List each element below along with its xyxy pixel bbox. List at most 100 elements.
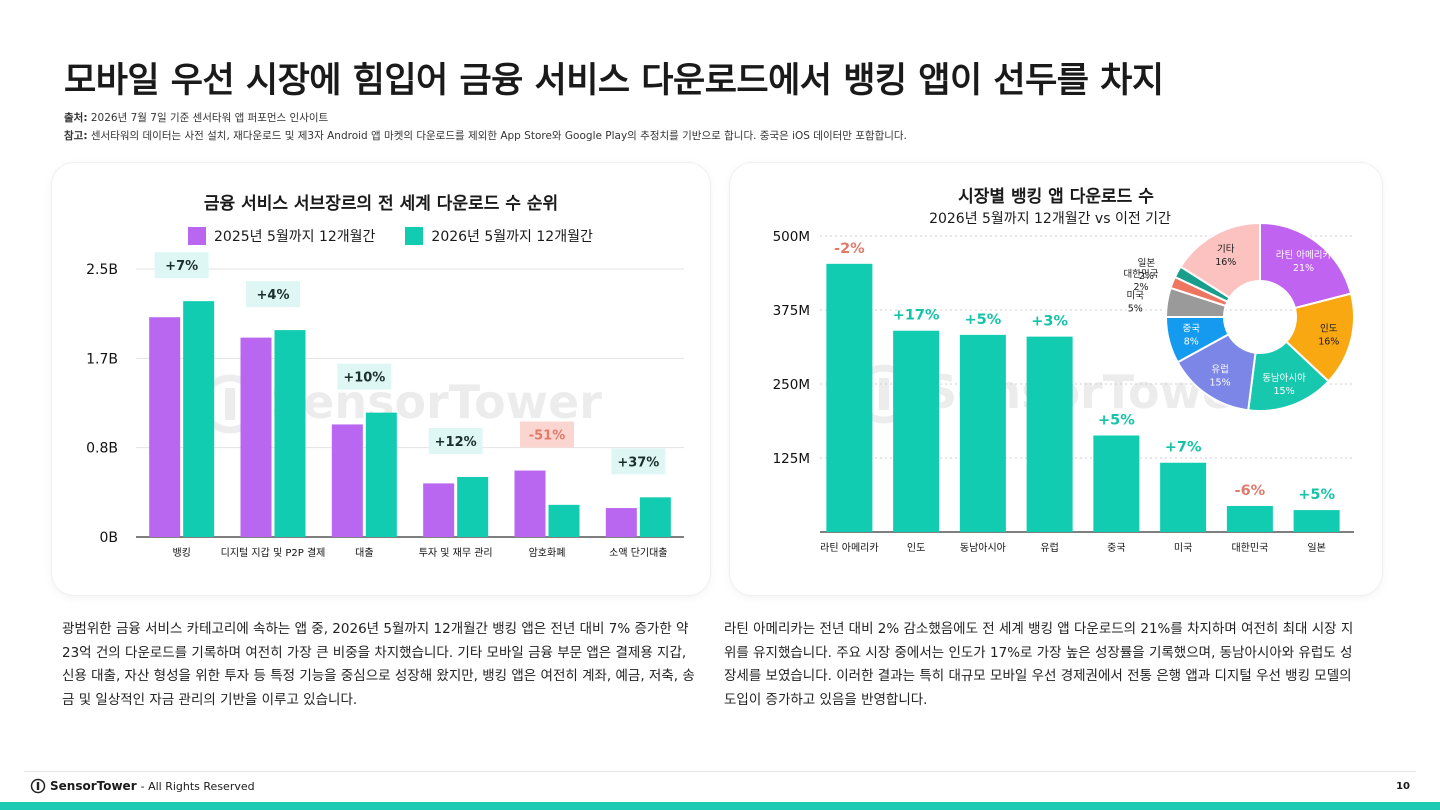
bar-2025 — [149, 317, 181, 537]
subgenre-chart-title: 금융 서비스 서브장르의 전 세계 다운로드 수 순위 — [203, 194, 559, 214]
bar-2025 — [605, 508, 637, 537]
x-tick-label: 디지털 지갑 및 P2P 결제 — [221, 547, 326, 559]
donut-slice-name: 기타 — [1217, 244, 1235, 255]
change-label: +5% — [1298, 487, 1335, 503]
bar-2025 — [331, 424, 363, 537]
bar-2025 — [240, 337, 272, 537]
legend-item-2025: 2025년 5월까지 12개월간 — [188, 226, 375, 246]
right-description: 라틴 아메리카는 전년 대비 2% 감소했음에도 전 세계 뱅킹 앱 다운로드의… — [724, 621, 1354, 708]
donut-slice-value: 16% — [1318, 337, 1339, 348]
x-tick-label: 미국 — [1174, 542, 1192, 554]
y-tick-label: 125M — [773, 451, 810, 467]
market-bar — [1026, 336, 1073, 532]
donut-slice-name: 일본 — [1138, 258, 1156, 269]
bar-2026 — [183, 301, 215, 537]
legend-label-2025: 2025년 5월까지 12개월간 — [214, 229, 376, 245]
donut-slice-value: 15% — [1210, 378, 1231, 389]
x-tick-label: 뱅킹 — [172, 547, 190, 559]
donut-slice — [1259, 221, 1353, 310]
page-title: 모바일 우선 시장에 힘입어 금융 서비스 다운로드에서 뱅킹 앱이 선두를 차… — [64, 61, 1164, 101]
change-label: -2% — [834, 241, 865, 257]
change-label: -6% — [1235, 483, 1266, 499]
change-badge — [428, 427, 483, 454]
y-tick-label: 0.8B — [86, 441, 118, 457]
y-tick-label: 375M — [773, 303, 810, 319]
x-tick-label: 일본 — [1307, 542, 1325, 554]
footer-logo: SensorTower - All Rights Reserved — [30, 778, 255, 794]
bar-2026 — [457, 476, 489, 537]
market-bar — [826, 263, 873, 532]
bar-2026 — [365, 412, 397, 537]
market-bar — [1293, 510, 1340, 532]
change-label: +5% — [1098, 413, 1135, 429]
footer-rights: - All Rights Reserved — [140, 779, 255, 793]
change-label: +10% — [343, 371, 385, 386]
x-tick-label: 대한민국 — [1231, 542, 1268, 554]
change-label: +17% — [893, 308, 940, 324]
donut-slice-name: 대한민국 — [1124, 269, 1159, 280]
x-tick-label: 암호화폐 — [529, 547, 566, 559]
change-label: -51% — [529, 429, 566, 444]
change-badge — [246, 281, 300, 308]
donut-slice-value: 15% — [1273, 386, 1294, 397]
watermark: SensorTower — [200, 374, 602, 434]
market-chart-title: 시장별 뱅킹 앱 다운로드 수 — [958, 187, 1154, 207]
donut-slice-value: 2% — [1139, 271, 1154, 282]
footer-brand: SensorTower — [50, 779, 137, 793]
legend-swatch-2026 — [405, 227, 424, 245]
y-tick-label: 2.5B — [86, 262, 118, 278]
x-tick-label: 인도 — [907, 542, 925, 554]
y-tick-label: 500M — [773, 229, 810, 245]
change-badge — [520, 421, 574, 448]
donut-slice-value: 16% — [1215, 257, 1236, 268]
market-bar — [1160, 462, 1207, 532]
bar-2025 — [514, 470, 546, 537]
change-badge — [337, 363, 392, 390]
legend-label-2026: 2026년 5월까지 12개월간 — [431, 229, 593, 245]
legend-item-2026: 2026년 5월까지 12개월간 — [405, 226, 593, 246]
watermark-icon-bar — [879, 378, 889, 410]
bar-2025 — [423, 483, 455, 537]
subgenre-chart-card: 금융 서비스 서브장르의 전 세계 다운로드 수 순위 2025년 5월까지 1… — [52, 163, 710, 595]
x-tick-label: 유럽 — [1040, 542, 1058, 554]
bar-2026 — [274, 330, 306, 537]
donut-slice-name: 중국 — [1182, 324, 1200, 335]
donut-slice-value: 2% — [1133, 282, 1148, 293]
change-label: +7% — [165, 259, 198, 274]
donut-slice-name: 라틴 아메리카 — [1276, 250, 1332, 261]
x-tick-label: 라틴 아메리카 — [820, 542, 878, 554]
watermark-text: SensorTower — [270, 375, 602, 429]
subgenre-bar-chart: SensorTower 0B 0.8B 1.7B 2.5B 뱅킹 +7% 디지털 지갑 및 P… — [86, 252, 684, 559]
x-tick-label: 소액 단기대출 — [609, 547, 667, 559]
market-chart-card: 시장별 뱅킹 앱 다운로드 수 2026년 5월까지 12개월간 vs 이전 기… — [730, 163, 1382, 595]
donut-slice — [1179, 221, 1261, 300]
watermark-icon-bar — [225, 388, 235, 420]
market-chart-subtitle: 2026년 5월까지 12개월간 vs 이전 기간 — [929, 211, 1171, 227]
left-description: 광범위한 금융 서비스 카테고리에 속하는 앱 중, 2026년 5월까지 12… — [62, 621, 695, 708]
footer-divider — [24, 771, 1416, 772]
bar-2026 — [639, 497, 671, 537]
change-label: +5% — [964, 312, 1001, 328]
sensortower-logo-icon — [30, 778, 46, 794]
change-label: +7% — [1165, 440, 1202, 456]
market-bar — [893, 330, 940, 532]
page-number: 10 — [1396, 781, 1410, 792]
x-tick-label: 투자 및 재무 관리 — [419, 547, 493, 559]
y-tick-label: 0B — [99, 530, 118, 546]
donut-slice-name: 미국 — [1126, 290, 1144, 301]
donut-slice-name: 유럽 — [1211, 365, 1228, 376]
legend-swatch-2025 — [188, 227, 206, 245]
market-bar — [1093, 435, 1140, 532]
y-tick-label: 1.7B — [86, 351, 118, 367]
x-tick-label: 동남아시아 — [960, 542, 1006, 554]
change-badge — [611, 448, 666, 475]
x-tick-label: 대출 — [355, 547, 373, 559]
source-note: 출처: 2026년 7월 7일 기준 센서타워 앱 퍼포먼스 인사이트 — [64, 112, 329, 124]
change-label: +4% — [257, 288, 290, 303]
donut-slice-name: 인도 — [1320, 324, 1338, 335]
donut-slice-name: 동남아시아 — [1262, 373, 1306, 384]
change-label: +12% — [435, 435, 477, 450]
donut-slice-value: 8% — [1184, 337, 1199, 348]
donut-slice-value: 21% — [1293, 263, 1314, 274]
